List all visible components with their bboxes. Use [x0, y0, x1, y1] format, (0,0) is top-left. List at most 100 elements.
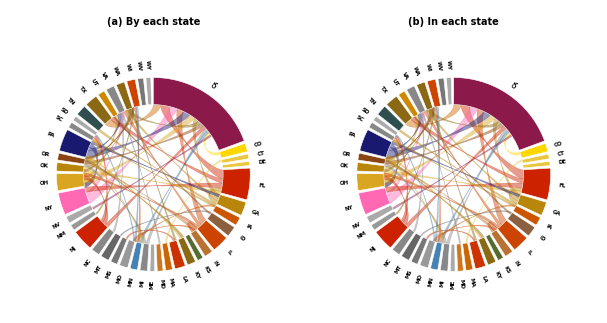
- Polygon shape: [156, 244, 163, 271]
- Text: FL: FL: [259, 182, 266, 188]
- Polygon shape: [71, 211, 97, 230]
- Polygon shape: [420, 240, 435, 268]
- Polygon shape: [84, 109, 131, 172]
- Polygon shape: [101, 233, 121, 260]
- Text: IA: IA: [546, 224, 554, 231]
- Polygon shape: [86, 108, 134, 159]
- Polygon shape: [59, 130, 92, 157]
- Polygon shape: [56, 173, 84, 191]
- Polygon shape: [385, 157, 444, 244]
- Polygon shape: [134, 107, 140, 243]
- Text: CO: CO: [254, 140, 263, 148]
- Polygon shape: [387, 107, 478, 203]
- Polygon shape: [405, 105, 461, 127]
- Text: LA: LA: [180, 275, 187, 284]
- Polygon shape: [357, 162, 384, 172]
- Polygon shape: [84, 163, 146, 244]
- Polygon shape: [359, 188, 390, 214]
- Polygon shape: [438, 78, 447, 106]
- Text: IN: IN: [512, 260, 520, 268]
- Polygon shape: [385, 108, 433, 161]
- Polygon shape: [58, 153, 85, 164]
- Polygon shape: [77, 106, 104, 131]
- Polygon shape: [439, 130, 509, 243]
- Text: CT: CT: [557, 151, 566, 157]
- Polygon shape: [114, 116, 211, 214]
- Polygon shape: [75, 216, 108, 248]
- Polygon shape: [386, 155, 482, 239]
- Polygon shape: [396, 108, 435, 214]
- Polygon shape: [384, 170, 521, 195]
- Polygon shape: [95, 108, 134, 214]
- Polygon shape: [117, 82, 132, 110]
- Polygon shape: [212, 205, 240, 225]
- Polygon shape: [371, 211, 396, 230]
- Polygon shape: [426, 109, 519, 201]
- Polygon shape: [427, 79, 441, 107]
- Text: MD: MD: [459, 278, 464, 289]
- Text: IL: IL: [526, 249, 534, 257]
- Polygon shape: [386, 111, 490, 158]
- Polygon shape: [127, 109, 201, 127]
- Text: CT: CT: [257, 151, 265, 157]
- Polygon shape: [411, 117, 523, 183]
- Polygon shape: [133, 225, 195, 242]
- Polygon shape: [56, 162, 84, 172]
- Polygon shape: [436, 205, 516, 242]
- Text: TN: TN: [367, 97, 376, 107]
- Polygon shape: [504, 133, 521, 155]
- Polygon shape: [220, 168, 250, 200]
- Text: NJ: NJ: [69, 245, 77, 253]
- Polygon shape: [414, 116, 512, 214]
- Polygon shape: [204, 133, 220, 155]
- Text: NC: NC: [83, 257, 92, 267]
- Polygon shape: [105, 105, 161, 127]
- Polygon shape: [94, 135, 107, 222]
- Text: MS: MS: [104, 269, 113, 280]
- Polygon shape: [86, 155, 181, 239]
- Polygon shape: [469, 240, 486, 269]
- Text: UT: UT: [390, 78, 399, 87]
- Polygon shape: [185, 234, 203, 260]
- Text: WA: WA: [112, 66, 120, 77]
- Polygon shape: [453, 78, 544, 150]
- Text: OR: OR: [341, 151, 351, 158]
- Polygon shape: [123, 110, 202, 227]
- Text: VA: VA: [401, 72, 409, 81]
- Polygon shape: [498, 220, 527, 250]
- Polygon shape: [424, 110, 502, 227]
- Polygon shape: [421, 112, 461, 244]
- Polygon shape: [413, 113, 424, 232]
- Text: CA: CA: [211, 80, 220, 89]
- Polygon shape: [58, 188, 90, 214]
- Text: TX: TX: [78, 86, 87, 95]
- Polygon shape: [384, 115, 419, 180]
- Polygon shape: [385, 123, 504, 164]
- Title: (a) By each state: (a) By each state: [107, 17, 200, 27]
- Polygon shape: [426, 230, 475, 241]
- Text: SD: SD: [359, 107, 370, 115]
- Text: SD: SD: [59, 107, 69, 115]
- Polygon shape: [140, 130, 209, 243]
- Text: ME: ME: [450, 279, 455, 288]
- Polygon shape: [405, 126, 506, 227]
- Polygon shape: [388, 113, 422, 151]
- Polygon shape: [146, 128, 208, 244]
- Text: IL: IL: [226, 249, 233, 257]
- Text: MA: MA: [168, 277, 174, 288]
- Polygon shape: [88, 113, 121, 151]
- Polygon shape: [207, 213, 234, 236]
- Polygon shape: [84, 170, 221, 195]
- Polygon shape: [466, 160, 522, 243]
- Text: NV: NV: [52, 222, 62, 230]
- Polygon shape: [385, 159, 484, 238]
- Polygon shape: [446, 78, 452, 105]
- Text: MD: MD: [158, 278, 164, 289]
- Polygon shape: [392, 141, 520, 197]
- Polygon shape: [127, 79, 140, 107]
- Polygon shape: [84, 176, 108, 225]
- Polygon shape: [369, 122, 395, 141]
- Polygon shape: [105, 126, 206, 227]
- Polygon shape: [392, 228, 415, 255]
- Text: SC: SC: [55, 114, 64, 123]
